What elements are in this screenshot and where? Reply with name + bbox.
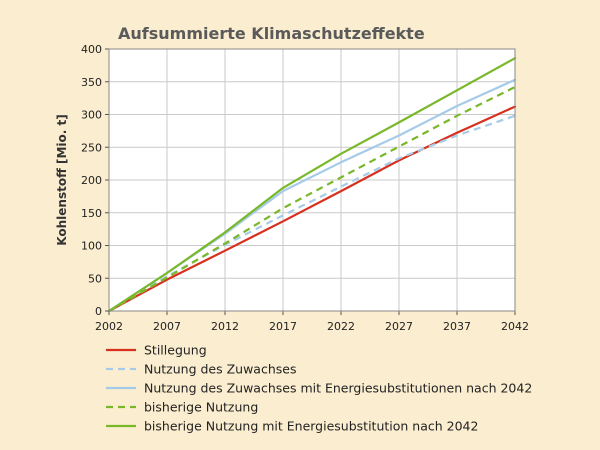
legend: Stillegung Nutzung des Zuwachses Nutzung d… xyxy=(106,343,532,434)
y-tick-label: 300 xyxy=(81,109,102,122)
x-tick-label: 2037 xyxy=(443,320,471,333)
y-tick-label: 250 xyxy=(81,141,102,154)
series-line-1 xyxy=(107,105,517,313)
x-tick-label: 2017 xyxy=(269,320,297,333)
legend-label-5: bisherige Nutzung mit Energiesubstitutio… xyxy=(144,419,478,434)
chart-title: Aufsummierte Klimaschutzeffekte xyxy=(118,24,425,43)
plot-frame xyxy=(108,48,516,312)
y-axis-label: Kohlenstoff [Mio. t] xyxy=(55,114,69,245)
y-tick-label: 400 xyxy=(81,43,102,56)
legend-label-1: Stillegung xyxy=(144,343,207,358)
x-tick-label: 2022 xyxy=(327,320,355,333)
y-tick-label: 200 xyxy=(81,174,102,187)
y-tick-label: 0 xyxy=(95,305,102,318)
legend-label-2: Nutzung des Zuwachses xyxy=(144,362,296,377)
y-tick-label: 150 xyxy=(81,207,102,220)
y-tick-label: 100 xyxy=(81,240,102,253)
series-line-5 xyxy=(107,57,517,313)
x-tick-label: 2027 xyxy=(385,320,413,333)
axes: 0 50 100 150 200 250 300 350 400 2002 2007 2012 2017… xyxy=(81,43,529,333)
series-lines xyxy=(107,57,517,313)
x-tick-label: 2007 xyxy=(153,320,181,333)
x-tick-label: 2002 xyxy=(95,320,123,333)
x-tick-label: 2012 xyxy=(211,320,239,333)
y-tick-label: 50 xyxy=(88,272,102,285)
y-tick-label: 350 xyxy=(81,76,102,89)
series-line-4 xyxy=(108,86,516,312)
legend-label-4: bisherige Nutzung xyxy=(144,400,258,415)
x-tick-label: 2042 xyxy=(501,320,529,333)
legend-label-3: Nutzung des Zuwachses mit Energiesubstit… xyxy=(144,381,532,396)
